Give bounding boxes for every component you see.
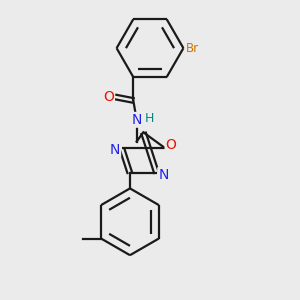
Text: O: O bbox=[103, 90, 114, 104]
Text: N: N bbox=[131, 113, 142, 127]
Text: O: O bbox=[166, 138, 176, 152]
Text: Br: Br bbox=[186, 42, 199, 55]
Text: N: N bbox=[158, 168, 169, 182]
Text: N: N bbox=[110, 143, 120, 157]
Text: H: H bbox=[145, 112, 154, 124]
